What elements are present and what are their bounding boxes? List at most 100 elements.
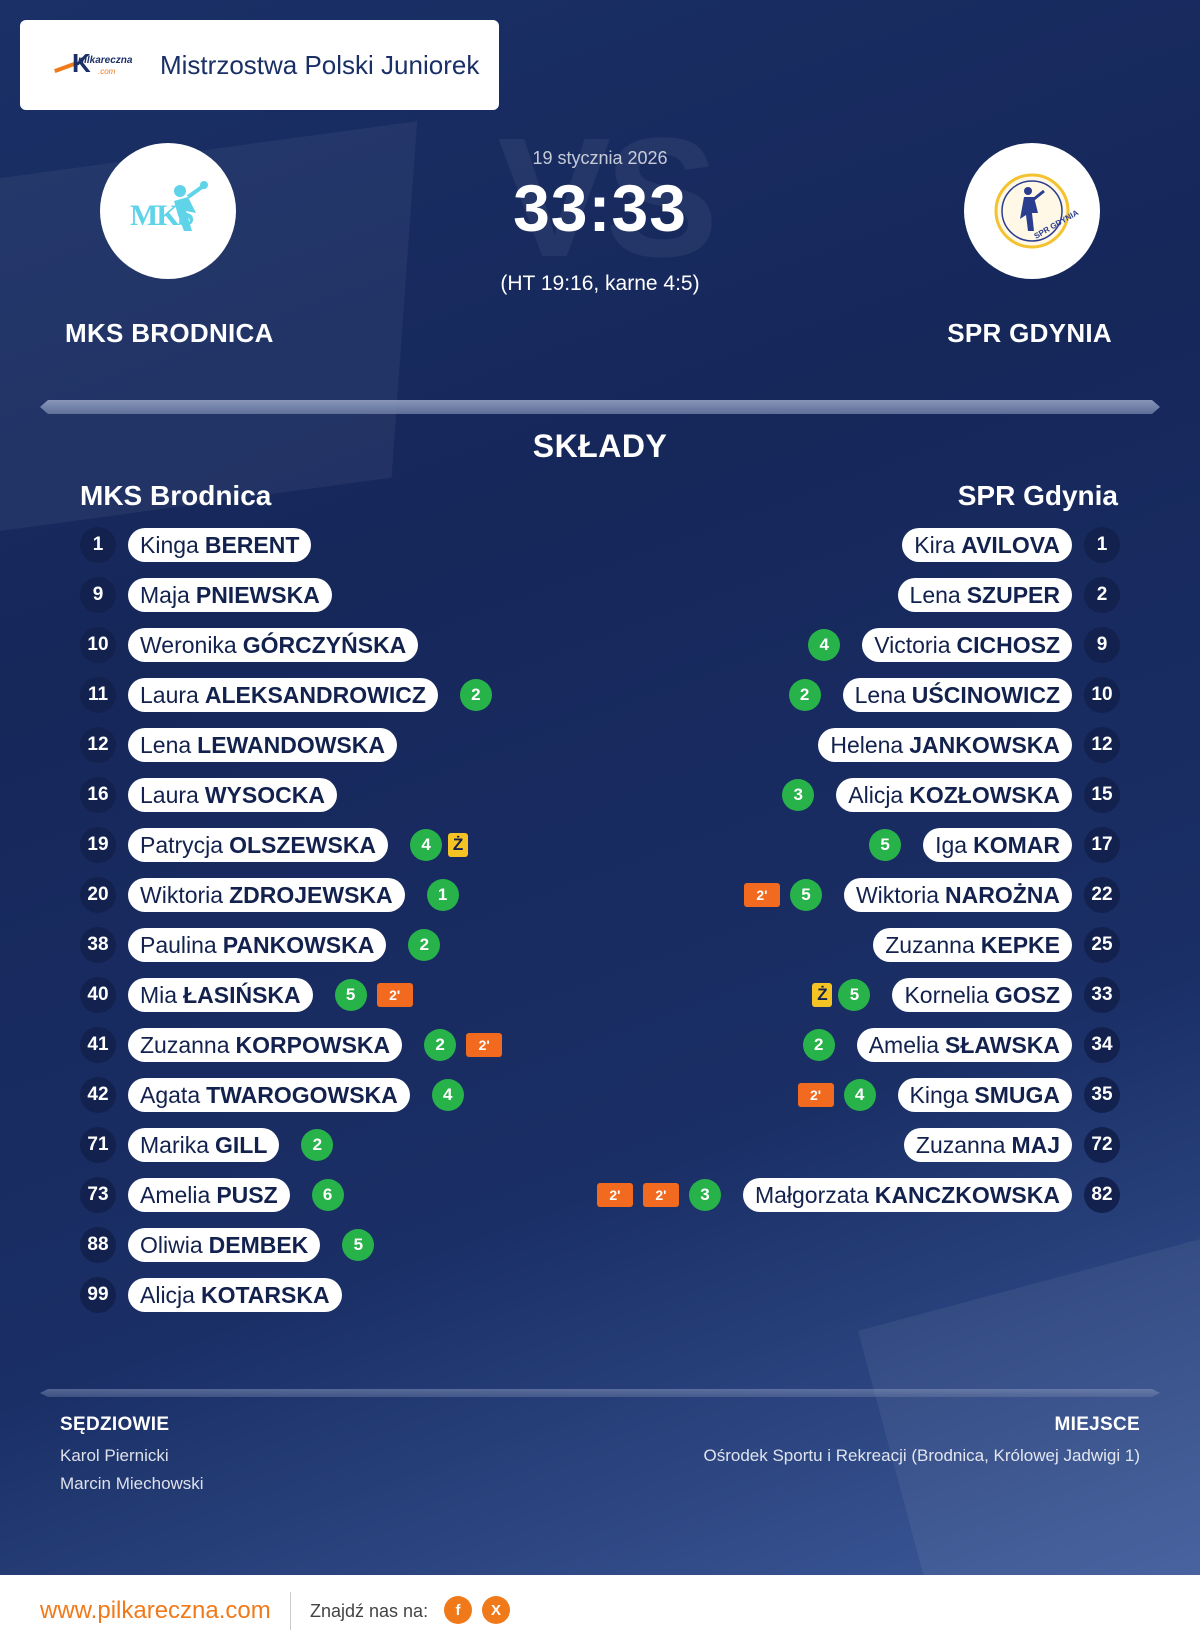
home-player-row[interactable]: 12 Lena LEWANDOWSKA	[80, 727, 397, 763]
player-number: 22	[1084, 877, 1120, 913]
player-name: Lena LEWANDOWSKA	[128, 728, 397, 762]
player-name: Oliwia DEMBEK	[128, 1228, 321, 1262]
pilkareczna-logo: K pilkareczna .com	[50, 45, 136, 85]
player-last-name: KANCZKOWSKA	[874, 1181, 1060, 1208]
player-last-name: KEPKE	[980, 931, 1060, 958]
goals-badge: 2	[459, 679, 492, 711]
player-last-name: PNIEWSKA	[195, 581, 320, 608]
yellow-card-icon: Ż	[448, 833, 469, 857]
player-number: 15	[1084, 777, 1120, 813]
home-player-row[interactable]: 11 Laura ALEKSANDROWICZ 2	[80, 677, 492, 713]
player-last-name: MAJ	[1011, 1131, 1060, 1158]
goals-badge: 5	[869, 829, 902, 861]
player-last-name: SŁAWSKA	[945, 1031, 1060, 1058]
player-last-name: BERENT	[204, 531, 300, 558]
away-player-row[interactable]: 17 Iga KOMAR 5	[869, 827, 1120, 863]
player-stats: 3 2' 2'	[596, 1179, 721, 1211]
goals-badge: 4	[843, 1079, 876, 1111]
player-name: Alicja KOZŁOWSKA	[836, 778, 1072, 812]
home-player-row[interactable]: 73 Amelia PUSZ 6	[80, 1177, 344, 1213]
player-number: 1	[80, 527, 116, 563]
player-name: Agata TWAROGOWSKA	[128, 1078, 410, 1112]
player-number: 2	[1084, 577, 1120, 613]
away-player-row[interactable]: 15 Alicja KOZŁOWSKA 3	[782, 777, 1120, 813]
player-name: Laura WYSOCKA	[128, 778, 337, 812]
home-player-row[interactable]: 88 Oliwia DEMBEK 5	[80, 1227, 375, 1263]
home-player-row[interactable]: 41 Zuzanna KORPOWSKA 2 2'	[80, 1027, 503, 1063]
home-player-row[interactable]: 20 Wiktoria ZDROJEWSKA 1	[80, 877, 459, 913]
player-number: 10	[80, 627, 116, 663]
find-us-label: Znajdź nas na:	[310, 1601, 429, 1621]
player-number: 72	[1084, 1127, 1120, 1163]
player-stats: 4	[808, 629, 841, 661]
player-last-name: WYSOCKA	[204, 781, 325, 808]
away-player-row[interactable]: 33 Kornelia GOSZ 5 Ż	[812, 977, 1120, 1013]
player-first-name: Maja	[140, 581, 190, 608]
match-card: VS K pilkareczna .com Mistrzostwa Polski…	[0, 0, 1200, 1575]
home-player-row[interactable]: 16 Laura WYSOCKA	[80, 777, 337, 813]
home-player-row[interactable]: 38 Paulina PANKOWSKA 2	[80, 927, 441, 963]
facebook-icon[interactable]: f	[444, 1596, 472, 1624]
player-name: Kinga SMUGA	[897, 1078, 1072, 1112]
footer: www.pilkareczna.com Znajdź nas na: f X	[0, 1575, 1200, 1646]
player-number: 19	[80, 827, 116, 863]
player-number: 71	[80, 1127, 116, 1163]
away-player-row[interactable]: 2 Lena SZUPER	[897, 577, 1120, 613]
background-shape	[857, 1222, 1200, 1575]
player-first-name: Mia	[140, 981, 178, 1008]
suspension-badge: 2'	[466, 1033, 503, 1057]
player-name: Wiktoria NAROŻNA	[843, 878, 1072, 912]
player-first-name: Wiktoria	[855, 881, 939, 908]
player-last-name: KOTARSKA	[200, 1281, 330, 1308]
away-team-name: SPR GDYNIA	[947, 318, 1112, 348]
player-name: Lena SZUPER	[897, 578, 1072, 612]
player-first-name: Weronika	[140, 631, 237, 658]
home-player-row[interactable]: 19 Patrycja OLSZEWSKA 4 Ż	[80, 827, 469, 863]
competition-header[interactable]: K pilkareczna .com Mistrzostwa Polski Ju…	[20, 20, 499, 110]
home-player-row[interactable]: 9 Maja PNIEWSKA	[80, 577, 332, 613]
player-stats: 4 2'	[797, 1079, 876, 1111]
home-player-row[interactable]: 71 Marika GILL 2	[80, 1127, 334, 1163]
player-name: Kornelia GOSZ	[892, 978, 1072, 1012]
away-player-row[interactable]: 35 Kinga SMUGA 4 2'	[797, 1077, 1120, 1113]
player-first-name: Helena	[830, 731, 904, 758]
player-stats: 2	[459, 679, 492, 711]
away-player-row[interactable]: 25 Zuzanna KEPKE	[873, 927, 1120, 963]
home-player-row[interactable]: 40 Mia ŁASIŃSKA 5 2'	[80, 977, 413, 1013]
player-first-name: Kornelia	[904, 981, 989, 1008]
player-number: 20	[80, 877, 116, 913]
player-name: Mia ŁASIŃSKA	[128, 978, 313, 1012]
player-stats: 2 2'	[424, 1029, 503, 1061]
away-player-row[interactable]: 10 Lena UŚCINOWICZ 2	[788, 677, 1120, 713]
home-player-row[interactable]: 99 Alicja KOTARSKA	[80, 1277, 342, 1313]
player-name: Patrycja OLSZEWSKA	[128, 828, 389, 862]
website-link[interactable]: www.pilkareczna.com	[40, 1597, 271, 1624]
player-first-name: Zuzanna	[140, 1031, 230, 1058]
player-last-name: KORPOWSKA	[235, 1031, 391, 1058]
home-player-row[interactable]: 10 Weronika GÓRCZYŃSKA	[80, 627, 419, 663]
player-first-name: Wiktoria	[140, 881, 224, 908]
away-player-row[interactable]: 9 Victoria CICHOSZ 4	[808, 627, 1120, 663]
player-last-name: AVILOVA	[961, 531, 1060, 558]
away-player-row[interactable]: 1 Kira AVILOVA	[902, 527, 1120, 563]
away-player-row[interactable]: 34 Amelia SŁAWSKA 2	[802, 1027, 1120, 1063]
away-player-row[interactable]: 82 Małgorzata KANCZKOWSKA 3 2' 2'	[596, 1177, 1120, 1213]
x-icon[interactable]: X	[482, 1596, 510, 1624]
away-player-row[interactable]: 12 Helena JANKOWSKA	[818, 727, 1120, 763]
player-first-name: Zuzanna	[915, 1131, 1006, 1158]
player-number: 88	[80, 1227, 116, 1263]
referee-name: Karol Piernicki	[60, 1446, 169, 1465]
suspension-badge: 2'	[743, 883, 780, 907]
player-last-name: GOSZ	[994, 981, 1060, 1008]
home-player-row[interactable]: 1 Kinga BERENT	[80, 527, 312, 563]
player-first-name: Amelia	[868, 1031, 939, 1058]
away-player-row[interactable]: 72 Zuzanna MAJ	[903, 1127, 1120, 1163]
home-player-row[interactable]: 42 Agata TWAROGOWSKA 4	[80, 1077, 464, 1113]
player-name: Amelia PUSZ	[128, 1178, 290, 1212]
player-name: Lena UŚCINOWICZ	[842, 678, 1072, 712]
suspension-badge: 2'	[376, 983, 413, 1007]
player-stats: 4	[431, 1079, 464, 1111]
player-last-name: GILL	[215, 1131, 268, 1158]
player-last-name: KOMAR	[973, 831, 1060, 858]
away-player-row[interactable]: 22 Wiktoria NAROŻNA 5 2'	[743, 877, 1120, 913]
